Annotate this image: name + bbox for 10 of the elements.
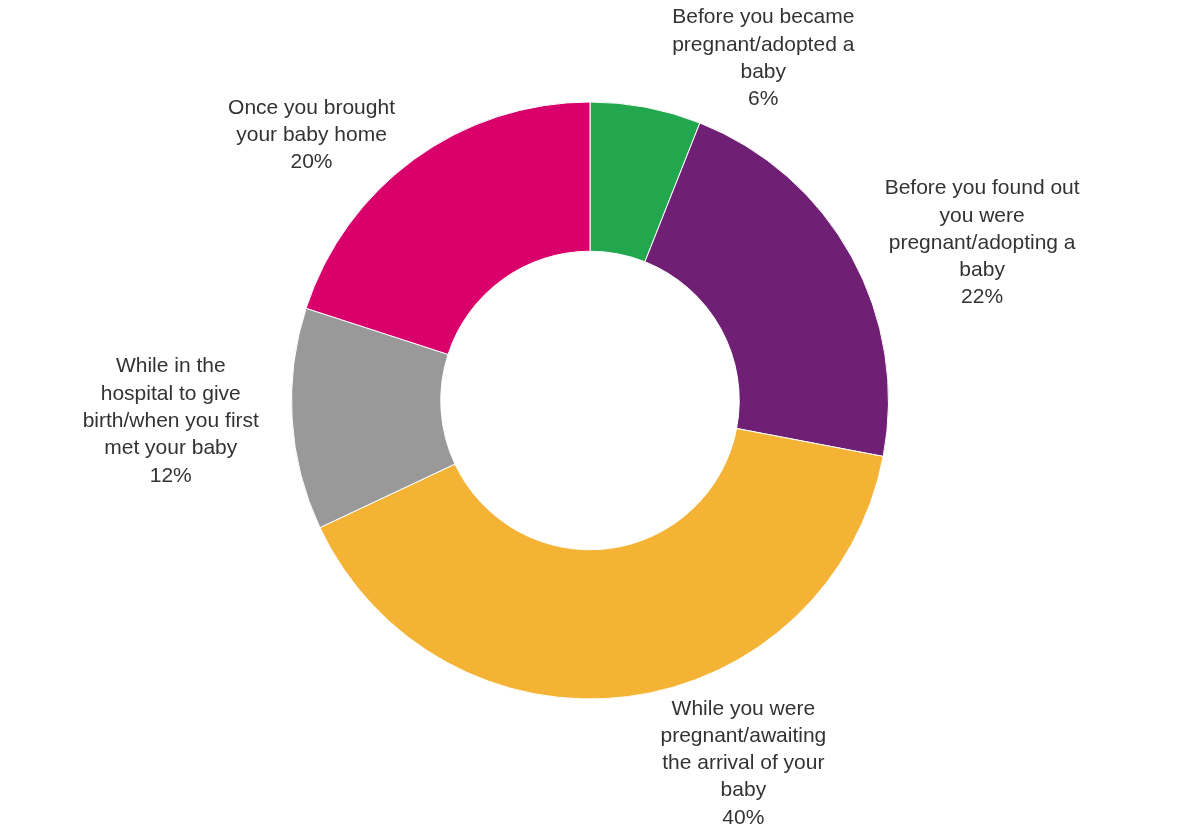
data-label: 12% — [149, 462, 192, 486]
slice-label: Before you became pregnant/adopted a baby — [672, 4, 855, 82]
slice-label: Before you found out you were pregnant/adopting a baby — [884, 175, 1080, 281]
data-label: 22% — [961, 284, 1004, 308]
slice-label: Once you brought your baby home — [228, 94, 396, 146]
data-label: 20% — [290, 149, 333, 173]
slice-label: While you were pregnant/awaiting the arrival of your baby — [660, 695, 827, 801]
slice-label: While in the hospital to give birth/when you first met your baby — [82, 353, 260, 459]
data-label: 6% — [748, 86, 779, 110]
data-label: 40% — [722, 804, 765, 828]
